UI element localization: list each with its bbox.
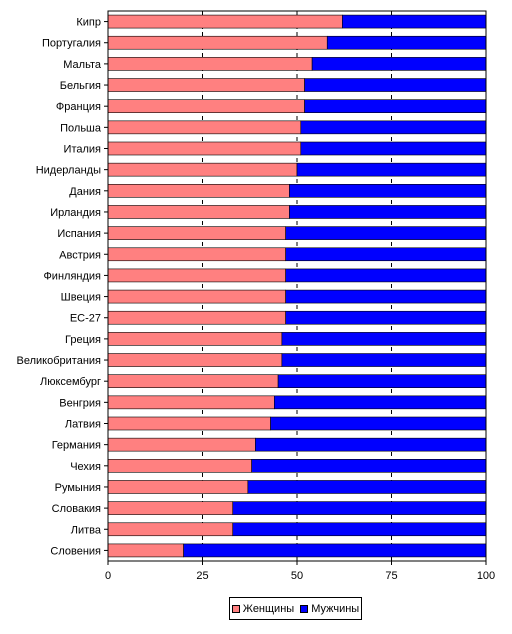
y-tick-label: Чехия: [70, 461, 101, 473]
bar-men: [277, 374, 487, 388]
legend-item-men: Мужчины: [300, 603, 359, 615]
bar-women: [107, 141, 302, 156]
bar-men: [183, 543, 487, 558]
bar-men: [326, 35, 487, 50]
bar-men: [296, 162, 487, 177]
bar-men: [300, 120, 487, 135]
bar-men: [255, 437, 487, 452]
bar-men: [285, 226, 487, 240]
y-tick-label: Словакия: [52, 503, 101, 515]
y-tick-label: ЕС-27: [70, 313, 101, 325]
y-tick-label: Дания: [69, 186, 101, 198]
legend-label-men: Мужчины: [311, 602, 360, 615]
bar-women: [107, 374, 279, 388]
bar-women: [107, 332, 283, 346]
bar-men: [285, 310, 487, 325]
bar-women: [107, 35, 328, 50]
bar-women: [107, 162, 298, 177]
x-tick-label: 25: [196, 570, 208, 582]
y-tick-label: Польша: [60, 122, 102, 134]
legend-item-women: Женщины: [231, 602, 295, 615]
x-tick-label: 75: [385, 570, 397, 582]
y-tick-label: Германия: [52, 440, 101, 452]
y-tick-label: Нидерланды: [36, 165, 101, 177]
x-tick-label: 100: [477, 570, 495, 582]
legend-swatch-women: [231, 604, 240, 613]
y-tick-label: Латвия: [65, 419, 101, 431]
bar-men: [342, 14, 487, 29]
bar-women: [107, 459, 252, 473]
bar-men: [281, 332, 487, 346]
bar-women: [107, 353, 283, 367]
y-tick-label: Люксембург: [40, 376, 101, 388]
y-tick-label: Словения: [50, 545, 101, 557]
bar-men: [285, 247, 487, 262]
bar-men: [281, 353, 487, 367]
y-tick-label: Португалия: [42, 38, 101, 50]
bar-men: [247, 480, 487, 494]
y-tick-label: Греция: [65, 334, 101, 346]
bar-women: [107, 289, 286, 304]
bar-women: [107, 522, 234, 537]
y-tick-label: Ирландия: [50, 207, 101, 219]
bar-women: [107, 247, 286, 262]
y-tick-label: Мальта: [63, 59, 102, 71]
bar-men: [251, 459, 487, 473]
bar-women: [107, 310, 286, 325]
x-tick-label: 0: [105, 570, 111, 582]
y-tick-label: Австрия: [59, 249, 101, 261]
y-tick-label: Великобритания: [17, 355, 102, 367]
y-tick-label: Франция: [56, 101, 101, 113]
y-tick-label: Италия: [64, 144, 102, 156]
bar-women: [107, 543, 184, 558]
bar-women: [107, 480, 249, 494]
bar-women: [107, 268, 286, 283]
y-tick-label: Испания: [57, 228, 101, 240]
bar-women: [107, 14, 343, 29]
bar-men: [274, 395, 487, 410]
bar-women: [107, 57, 313, 71]
y-tick-label: Швеция: [61, 292, 101, 304]
y-tick-label: Венгрия: [59, 397, 101, 409]
bar-men: [300, 141, 487, 156]
y-tick-label: Финляндия: [43, 270, 101, 282]
bar-men: [311, 57, 487, 71]
bar-men: [304, 99, 487, 113]
legend-swatch-men: [300, 604, 309, 613]
bar-women: [107, 78, 305, 92]
bar-women: [107, 437, 256, 452]
bar-women: [107, 120, 302, 135]
y-tick-label: Румыния: [55, 482, 101, 494]
bar-women: [107, 184, 290, 198]
bar-men: [289, 205, 487, 219]
bar-women: [107, 226, 286, 240]
bar-women: [107, 99, 305, 113]
bar-women: [107, 395, 275, 410]
bar-men: [232, 522, 487, 537]
bar-men: [285, 289, 487, 304]
bar-women: [107, 501, 234, 515]
bar-men: [289, 184, 487, 198]
bar-men: [304, 78, 487, 92]
y-tick-label: Кипр: [76, 17, 101, 29]
bar-women: [107, 205, 290, 219]
y-tick-label: Литва: [71, 524, 102, 536]
legend: Женщины Мужчины: [229, 597, 362, 620]
legend-label-women: Женщины: [242, 602, 295, 615]
bar-men: [232, 501, 487, 515]
bar-men: [270, 416, 487, 431]
x-tick-label: 50: [291, 570, 303, 582]
bar-men: [285, 268, 487, 283]
bar-women: [107, 416, 271, 431]
y-tick-label: Бельгия: [60, 80, 101, 92]
